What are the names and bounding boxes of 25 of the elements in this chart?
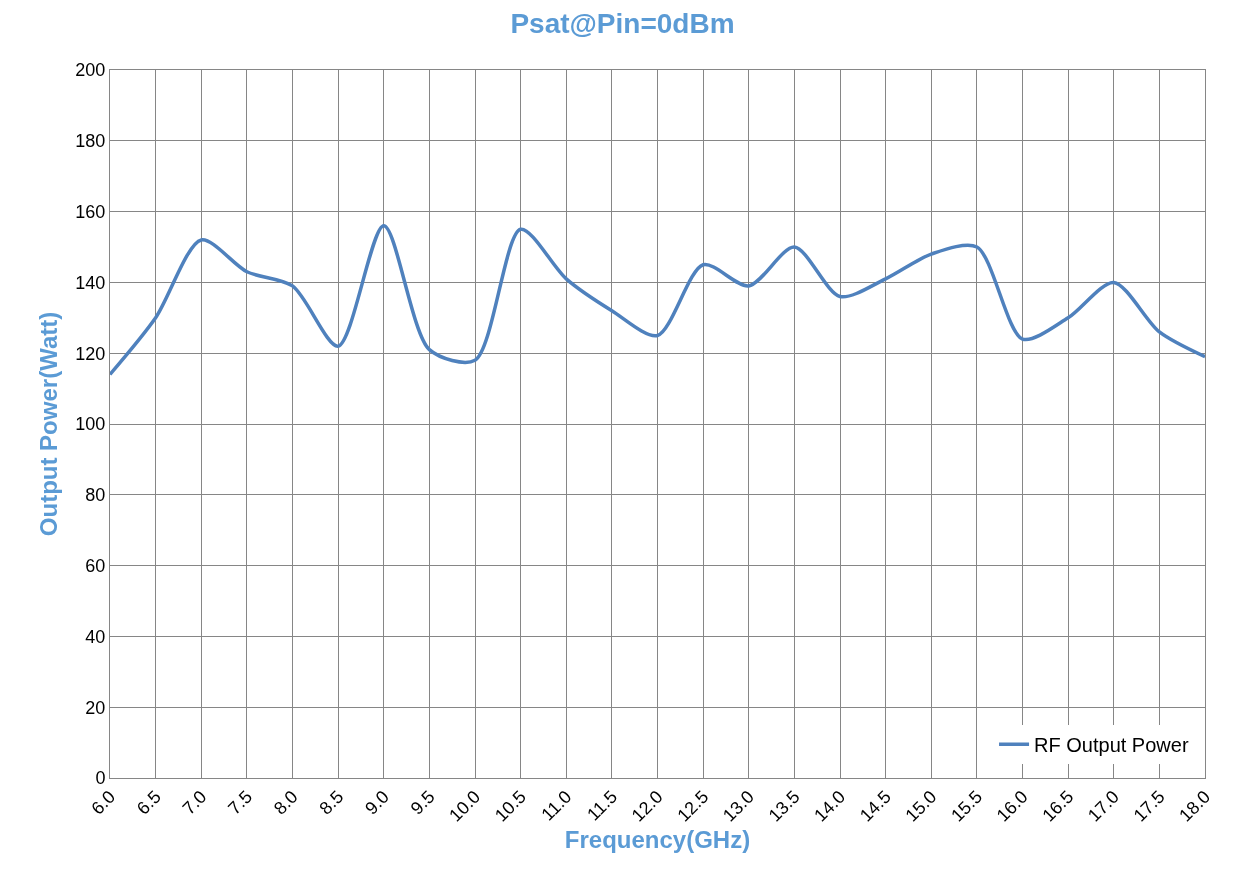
y-tick-label: 140	[75, 272, 106, 293]
y-tick-label: 0	[95, 768, 106, 789]
x-tick-label: 6.0	[87, 786, 120, 819]
x-tick-label: 11.0	[537, 786, 576, 825]
y-tick-label: 60	[85, 555, 106, 576]
y-tick-label: 40	[85, 626, 106, 647]
x-tick-label: 7.0	[178, 786, 211, 819]
legend-label: RF Output Power	[1034, 734, 1189, 757]
chart-title: Psat@Pin=0dBm	[510, 7, 735, 39]
x-tick-label: 8.0	[269, 786, 302, 819]
y-axis-title: Output Power(Watt)	[35, 311, 63, 537]
x-tick-label: 8.5	[315, 786, 348, 819]
x-tick-label: 9.0	[361, 786, 393, 819]
y-tick-label: 100	[75, 414, 106, 435]
y-tick-label: 160	[75, 201, 106, 222]
x-tick-label: 9.5	[406, 786, 439, 819]
x-tick-label: 6.5	[132, 786, 165, 819]
y-tick-label: 180	[75, 131, 106, 152]
y-tick-label: 200	[75, 60, 106, 81]
y-tick-label: 20	[85, 697, 106, 718]
x-tick-label: 7.5	[224, 786, 257, 819]
y-tick-label: 120	[75, 343, 106, 364]
x-axis-title: Frequency(GHz)	[564, 825, 751, 853]
line-series	[110, 224, 1205, 377]
y-tick-label: 80	[85, 485, 106, 506]
